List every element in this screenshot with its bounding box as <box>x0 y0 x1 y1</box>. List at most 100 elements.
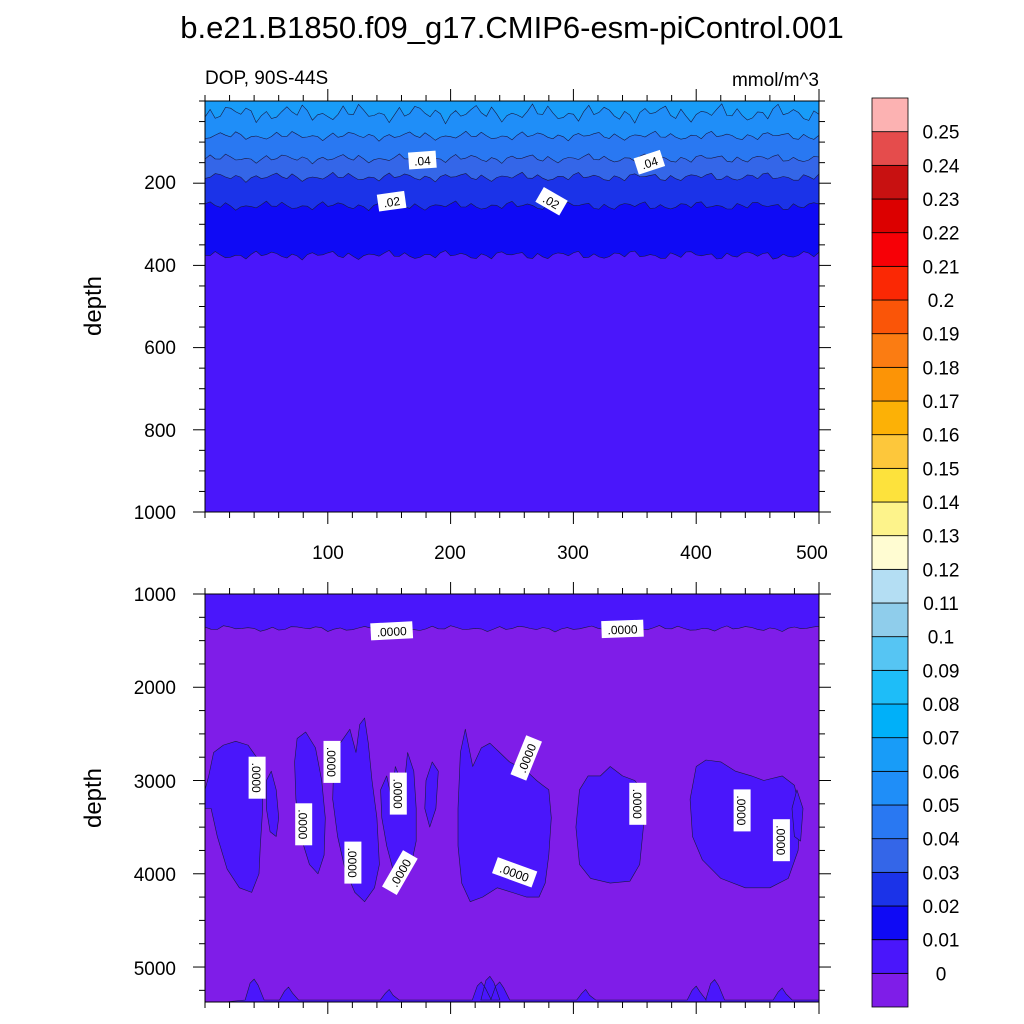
x-tick-400: 400 <box>680 543 712 564</box>
bottom-contour-label-box <box>248 756 266 799</box>
bottom-contour-label-text: .0000 <box>390 779 404 809</box>
bottom-contour-fill <box>205 594 819 1002</box>
colorbar-label-0.17: 0.17 <box>923 392 960 413</box>
colorbar-swatch-15 <box>871 467 909 503</box>
bottom-contour-label-box <box>323 740 341 783</box>
colorbar-swatch-1 <box>871 939 909 974</box>
top-contour-label-box <box>376 190 407 212</box>
colorbar-label-0.1: 0.1 <box>928 628 954 649</box>
x-tick-200: 200 <box>434 543 466 564</box>
colorbar-swatch-18 <box>871 366 909 402</box>
bottom-patch-6 <box>457 728 552 903</box>
bottom-contour-label-1: .0000 <box>601 619 644 639</box>
colorbar-swatch-2 <box>871 905 909 941</box>
top-contour-label-box <box>408 150 437 170</box>
colorbar-label-0.16: 0.16 <box>923 426 960 447</box>
figure-title: b.e21.B1850.f09_g17.CMIP6-esm-piControl.… <box>180 10 843 45</box>
colorbar-label-0.02: 0.02 <box>923 897 960 918</box>
bottom-contour-label-0: .0000 <box>370 621 414 641</box>
bottom-patch-3 <box>332 717 380 903</box>
top-y-tick-600: 600 <box>144 338 176 359</box>
x-tick-500: 500 <box>796 543 828 564</box>
colorbar-label-0.04: 0.04 <box>923 830 960 851</box>
bottom-contour-label-box <box>733 789 751 832</box>
top-panel-units-label: mmol/m^3 <box>732 70 819 91</box>
colorbar-label-0.23: 0.23 <box>923 190 960 211</box>
bottom-contour-label-text: .0000 <box>345 848 359 878</box>
colorbar-label-0.19: 0.19 <box>923 325 960 346</box>
bottom-contour-label-text: .0000 <box>630 789 644 819</box>
bottom-contour-label-7: .0000 <box>344 841 362 884</box>
colorbar-label-0.2: 0.2 <box>928 291 954 312</box>
bottom-panel: .0000 .0000 .0000 .0000 .0000 .0000 .0000 .0000… <box>80 582 831 1014</box>
top-contour-label-box <box>535 187 568 216</box>
bottom-axis-ticks <box>193 582 831 1014</box>
colorbar-swatch-11 <box>871 602 909 638</box>
colorbar-label-0.18: 0.18 <box>923 358 960 379</box>
top-axis-ticks <box>193 89 831 524</box>
bottom-contour-label-box <box>492 857 538 888</box>
colorbar-swatch-5 <box>871 804 909 840</box>
bottom-patch-1 <box>266 770 280 837</box>
top-contour-fill <box>205 101 819 512</box>
bottom-contour-label-box <box>382 850 418 895</box>
bottom-top-band <box>205 594 819 633</box>
bottom-y-tick-5000: 5000 <box>134 959 176 980</box>
colorbar-swatch-7 <box>871 737 909 772</box>
colorbar-swatch-4 <box>871 838 909 873</box>
colorbar-swatch-21 <box>871 265 909 301</box>
bottom-contour-label-text: .0000 <box>734 795 748 825</box>
bottom-contour-label-box <box>629 782 647 825</box>
top-contour-labels: .04 .04 .02 .02 <box>376 149 666 216</box>
top-contour-label-2: .02 <box>376 190 407 212</box>
colorbar-swatch-8 <box>871 703 909 739</box>
bottom-contour-label-10: .0000 <box>629 782 647 825</box>
top-band-6 <box>205 250 819 512</box>
bottom-contour-label-text: .0000 <box>607 622 638 637</box>
bottom-y-tick-1000: 1000 <box>134 585 176 606</box>
bottom-contour-label-box <box>601 619 644 639</box>
colorbar-swatch-20 <box>871 299 909 335</box>
colorbar-swatch-24 <box>871 164 909 200</box>
top-contour-label-text: .04 <box>414 154 432 169</box>
colorbar-swatch-17 <box>871 400 909 436</box>
colorbar-swatch-23 <box>871 198 909 234</box>
colorbar-label-0.25: 0.25 <box>923 123 960 144</box>
colorbar: 0 0.01 0.02 0.03 0.04 0.05 0.06 0.07 0.08 0.09 0.1… <box>871 97 960 1008</box>
colorbar-swatch-22 <box>871 232 909 267</box>
bottom-plot-frame <box>204 593 820 1003</box>
bottom-contour-label-box <box>370 621 414 641</box>
bottom-contour-label-box <box>344 841 362 884</box>
bottom-contour-label-text: .0000 <box>296 809 310 839</box>
top-panel: DOP, 90S-44S mmol/m^3 .04 .04 .02 .02 200 4… <box>80 68 831 564</box>
bottom-contour-label-4: .0000 <box>295 803 313 846</box>
x-tick-300: 300 <box>557 543 589 564</box>
bottom-contour-label-12: .0000 <box>772 819 790 862</box>
colorbar-swatch-6 <box>871 770 909 806</box>
colorbar-swatch-12 <box>871 568 909 604</box>
top-y-tick-1000: 1000 <box>134 503 176 524</box>
colorbar-label-0.03: 0.03 <box>923 863 960 884</box>
top-contour-label-text: .02 <box>383 194 402 210</box>
colorbar-label-0.01: 0.01 <box>923 931 960 952</box>
colorbar-swatch-10 <box>871 636 909 671</box>
colorbar-swatch-0 <box>871 972 909 1008</box>
bottom-patch-5 <box>424 761 439 828</box>
top-y-tick-800: 800 <box>144 421 176 442</box>
bottom-contour-label-11: .0000 <box>733 789 751 832</box>
bottom-contour-labels: .0000 .0000 .0000 .0000 .0000 .0000 .0000 .0000… <box>248 619 790 895</box>
x-tick-100: 100 <box>312 543 344 564</box>
colorbar-swatch-9 <box>871 669 909 705</box>
colorbar-label-0.22: 0.22 <box>923 224 960 245</box>
bottom-patch-9 <box>791 789 804 842</box>
bottom-contour-label-text: .0000 <box>376 624 407 640</box>
bottom-contour-label-text: .0000 <box>249 763 263 793</box>
colorbar-label-0.14: 0.14 <box>923 493 960 514</box>
bottom-contour-label-3: .0000 <box>323 740 341 783</box>
colorbar-label-0.06: 0.06 <box>923 762 960 783</box>
colorbar-swatch-16 <box>871 434 909 469</box>
colorbar-label-0.21: 0.21 <box>923 257 960 278</box>
colorbar-label-0.07: 0.07 <box>923 729 960 750</box>
top-contour-label-text: .04 <box>640 154 661 173</box>
